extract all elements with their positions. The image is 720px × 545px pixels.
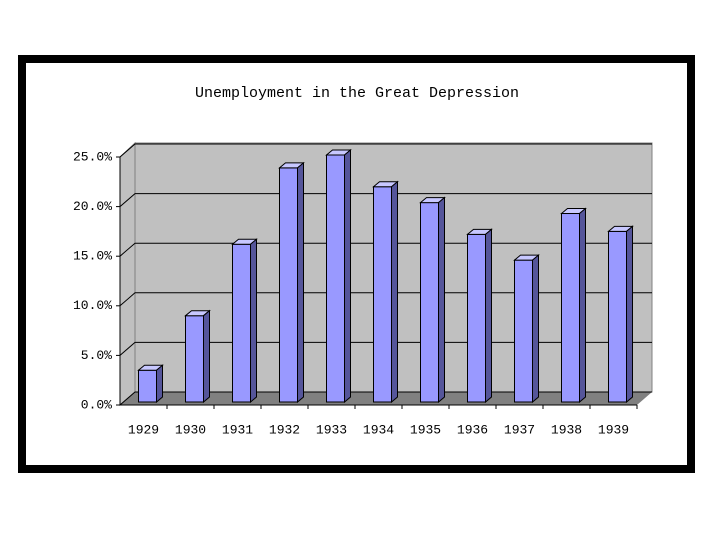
x-tick-label: 1936 (457, 422, 488, 437)
bar-side (579, 207, 586, 404)
bar (231, 238, 258, 404)
side-wall (119, 141, 136, 407)
y-tick-label: 0.0% (81, 397, 112, 412)
bar (278, 161, 305, 404)
bar-side (532, 254, 539, 404)
x-tick-label: 1933 (316, 422, 347, 437)
bar (325, 148, 352, 404)
x-tick-label: 1932 (269, 422, 300, 437)
bar-front (138, 369, 157, 403)
x-tick-label: 1934 (363, 422, 394, 437)
x-tick-label: 1929 (128, 422, 159, 437)
bar (607, 225, 634, 404)
x-tick-label: 1935 (410, 422, 441, 437)
bar-side (344, 148, 351, 404)
bar (184, 309, 211, 404)
bar-side (485, 228, 492, 404)
bar-side (203, 309, 210, 404)
bar-side (156, 364, 163, 404)
bar (137, 364, 164, 404)
bar-side (391, 180, 398, 404)
x-tick-label: 1930 (175, 422, 206, 437)
bar-front (608, 230, 627, 403)
bar-front (373, 186, 392, 403)
x-tick-label: 1939 (598, 422, 629, 437)
bar-side (438, 196, 445, 404)
x-tick-label: 1938 (551, 422, 582, 437)
bar (466, 228, 493, 404)
y-tick-label: 20.0% (73, 199, 112, 214)
bar-front (561, 213, 580, 403)
bar-side (297, 161, 304, 404)
bar (513, 254, 540, 404)
y-tick-label: 5.0% (81, 348, 112, 363)
x-tick-label: 1931 (222, 422, 253, 437)
bar (419, 196, 446, 404)
bar-front (514, 259, 533, 403)
y-tick-label: 10.0% (73, 298, 112, 313)
bar-front (185, 315, 204, 403)
chart-title: Unemployment in the Great Depression (195, 85, 519, 102)
bar-front (420, 202, 439, 403)
grid-line (119, 193, 652, 207)
bar-front (326, 154, 345, 403)
y-tick-label: 25.0% (73, 149, 112, 164)
bar-side (250, 238, 257, 404)
x-tick-label: 1937 (504, 422, 535, 437)
grid-line (119, 143, 652, 158)
bar (372, 180, 399, 404)
bar-side (626, 225, 633, 404)
bar-front (279, 167, 298, 403)
bar-front (467, 233, 486, 403)
y-tick-label: 15.0% (73, 249, 112, 264)
bar (560, 207, 587, 404)
bar-front (232, 243, 251, 403)
